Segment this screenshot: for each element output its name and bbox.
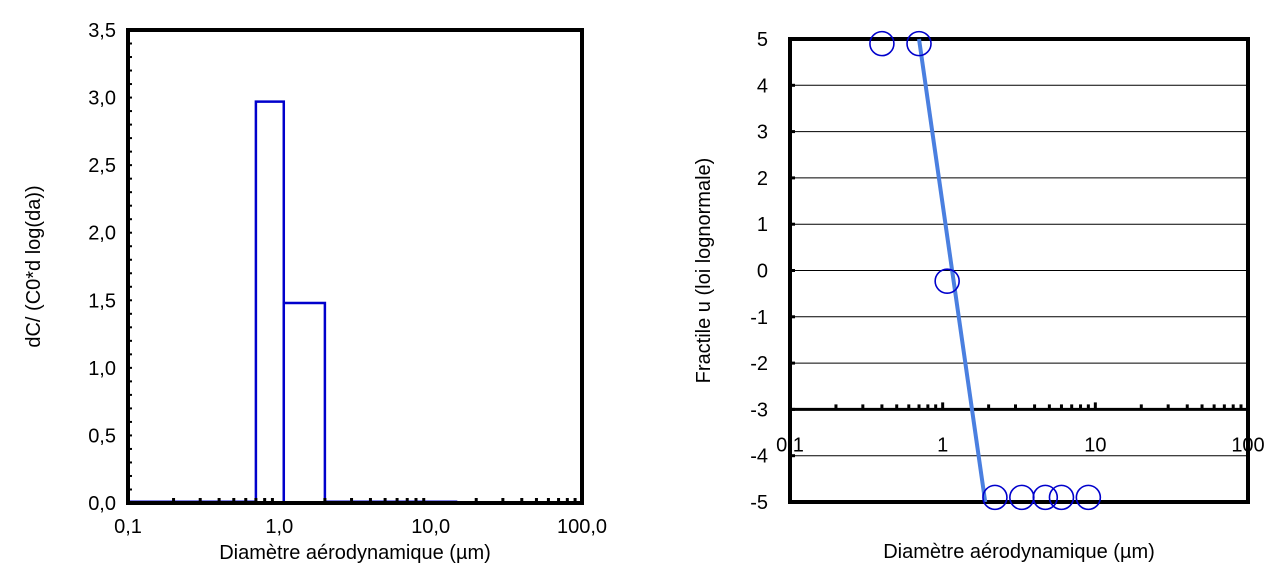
data-point	[934, 268, 960, 294]
histogram-bar	[282, 301, 327, 505]
data-point	[1032, 484, 1059, 511]
y-tick-label: 2,5	[88, 155, 116, 177]
y-tick-label: 4	[757, 75, 768, 97]
y-tick-label: -3	[750, 399, 768, 421]
plot-frame	[126, 28, 584, 505]
y-tick-label: 5	[757, 29, 768, 51]
data-point	[1075, 484, 1102, 511]
y-tick-label: 2	[757, 168, 768, 190]
y-tick-label: -1	[750, 307, 768, 329]
y-axis-title: dC/ (C0*d log(da))	[23, 185, 45, 347]
y-tick-label: -4	[750, 446, 768, 468]
probability-plot-chart: 0,1 1 10 100 -5 -4 -3 -2 -1 0 1 2 3 4 5 Diamètre aérody…	[693, 29, 1265, 563]
y-tick-label: 3,5	[88, 20, 116, 42]
x-tick-label: 1,0	[265, 516, 293, 538]
data-point	[1048, 484, 1075, 511]
y-tick-label: 0,0	[88, 493, 116, 515]
y-tick-label: -5	[750, 492, 768, 514]
data-point	[1009, 484, 1035, 511]
x-tick-label: 0,1	[114, 516, 142, 538]
data-point	[906, 30, 932, 57]
y-tick-label: 1,0	[88, 358, 116, 380]
y-axis-title: Fractile u (loi lognormale)	[693, 158, 715, 384]
x-tick-label: 0,1	[776, 434, 804, 456]
data-point	[982, 484, 1008, 511]
histogram-chart: 0,1 1,0 10,0 100,0 0,0 0,5 1,0 1,5 2,0 2,5 3,0 3,5 D…	[23, 20, 607, 564]
x-tick-label: 10,0	[411, 516, 450, 538]
x-tick-label: 10	[1084, 434, 1106, 456]
y-tick-label: 3,0	[88, 88, 116, 110]
x-tick-label: 100	[1231, 434, 1264, 456]
x-axis-title: Diamètre aérodynamique (µm)	[883, 541, 1155, 563]
y-tick-label: -2	[750, 353, 768, 375]
x-axis-title: Diamètre aérodynamique (µm)	[219, 542, 491, 564]
data-point	[869, 30, 895, 57]
y-tick-label: 0	[757, 261, 768, 283]
histogram-bar	[254, 100, 286, 505]
y-tick-label: 2,0	[88, 223, 116, 245]
x-tick-label: 1	[937, 434, 948, 456]
y-tick-label: 0,5	[88, 425, 116, 447]
y-tick-label: 3	[757, 122, 768, 144]
y-tick-label: 1,5	[88, 290, 116, 312]
y-tick-label: 1	[757, 214, 768, 236]
x-tick-label: 100,0	[557, 516, 607, 538]
